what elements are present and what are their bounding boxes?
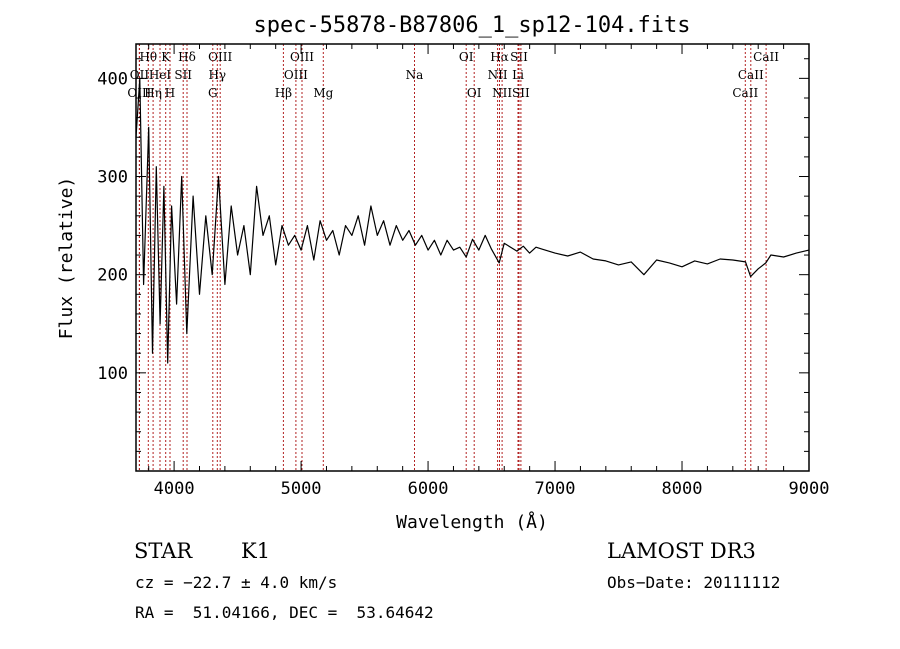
y-tick-label: 400: [97, 69, 128, 89]
line-label: CaII: [732, 86, 758, 100]
line-label: NII: [488, 68, 508, 82]
line-label: H: [165, 86, 175, 100]
x-tick-label: 5000: [281, 479, 322, 499]
line-label: OIII: [290, 50, 314, 64]
chart-title: spec-55878-B87806_1_sp12-104.fits: [253, 13, 690, 38]
line-label: Li: [512, 68, 524, 82]
line-label: NII: [492, 86, 512, 100]
line-label: Hδ: [178, 50, 196, 64]
x-tick-label: 9000: [789, 479, 830, 499]
line-label: G: [208, 86, 218, 100]
plot-frame: [135, 43, 810, 472]
sky-coordinates: RA = 51.04166, DEC = 53.64642: [135, 603, 434, 622]
line-label: CaII: [738, 68, 764, 82]
y-tick-label: 100: [97, 364, 128, 384]
line-label: OI: [459, 50, 474, 64]
line-label: Hη: [144, 86, 162, 100]
line-label: HeI: [149, 68, 172, 82]
line-label: Hθ: [139, 50, 157, 64]
line-label: SII: [510, 50, 528, 64]
line-label: OIII: [208, 50, 232, 64]
line-label: Na: [406, 68, 424, 82]
line-label: OI: [467, 86, 482, 100]
x-tick-label: 4000: [154, 479, 195, 499]
line-label: SII: [174, 68, 192, 82]
survey-name: LAMOST DR3: [607, 539, 756, 563]
star-subclass: K1: [241, 539, 271, 563]
x-tick-label: 6000: [408, 479, 449, 499]
star-class: STAR: [134, 539, 193, 563]
line-label: CaII: [753, 50, 779, 64]
axis-ticks: 4000 5000 6000 7000 8000 9000 100 200 300 400: [97, 44, 829, 499]
line-label: Mg: [313, 86, 333, 100]
line-label: Hγ: [208, 68, 226, 82]
y-axis-label: Flux (relative): [56, 177, 77, 340]
y-tick-label: 300: [97, 168, 128, 188]
line-label: Hβ: [275, 86, 292, 100]
observation-date: Obs−Date: 20111112: [607, 573, 781, 592]
redshift-cz: cz = −22.7 ± 4.0 km/s: [135, 573, 338, 592]
line-label: K: [161, 50, 171, 64]
line-label: OIII: [284, 68, 308, 82]
series-line: [135, 77, 810, 364]
x-axis-label: Wavelength (Å): [396, 511, 548, 533]
x-tick-label: 7000: [535, 479, 576, 499]
spectrum-series: [135, 77, 810, 364]
x-tick-label: 8000: [662, 479, 703, 499]
line-label: Hα: [490, 50, 509, 64]
y-tick-label: 200: [97, 266, 128, 286]
line-label: SII: [512, 86, 530, 100]
